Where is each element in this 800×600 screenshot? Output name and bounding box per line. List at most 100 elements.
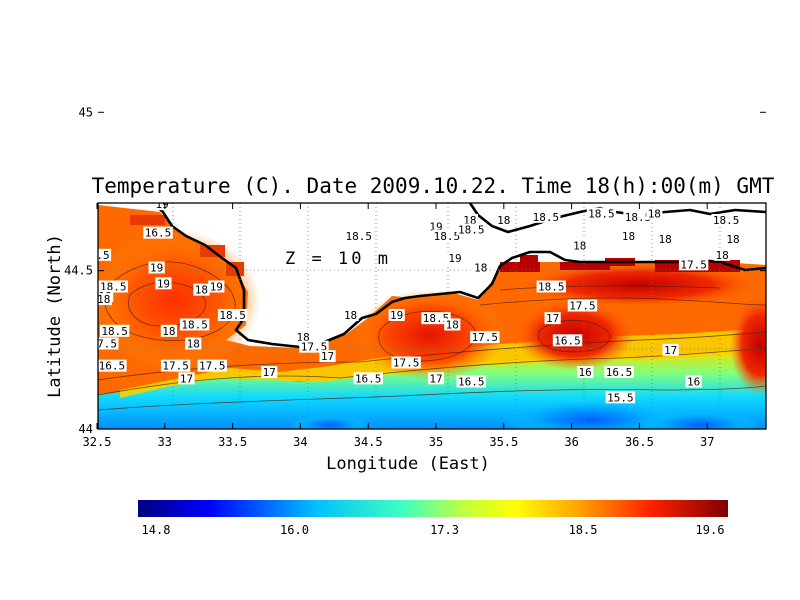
- x-tick-label: 36.5: [625, 435, 654, 449]
- contour-label-box: [571, 239, 588, 252]
- contour-label-text: 18: [446, 318, 459, 331]
- contour-label-box: [99, 324, 130, 337]
- contour-label-box: [160, 359, 191, 372]
- contour-label: 17.5: [470, 331, 500, 344]
- contour-label-text: 16.5: [99, 360, 126, 373]
- cold-spot-1: [500, 400, 680, 429]
- contour-label-text: 17.5: [199, 360, 226, 373]
- contour-label-text: 18: [162, 325, 175, 338]
- y-axis-label: Latitude (North): [45, 234, 65, 398]
- plot-frame: [97, 202, 767, 430]
- contour-label-text: 18.5: [345, 230, 372, 243]
- contour-label-text: 16: [687, 375, 700, 388]
- contour-label-box: [217, 308, 248, 321]
- contour-label: 16.5: [353, 372, 383, 385]
- contour-label: 17: [662, 343, 679, 357]
- contour-label-text: 18: [97, 293, 110, 306]
- contour-label-box: [344, 229, 374, 242]
- contour-label-box: [646, 207, 663, 220]
- contour-label-box: [620, 229, 637, 242]
- contour-label: 18.5: [711, 213, 741, 227]
- contour-label-box: [153, 203, 171, 211]
- contour-label: 18: [646, 207, 663, 221]
- contour-label: 18.5: [99, 324, 130, 338]
- contour-label-text: 18: [659, 233, 672, 246]
- contour-label: 16.5: [143, 226, 173, 240]
- contour-label-text: 17.5: [91, 337, 118, 350]
- contour-label-box: [495, 213, 512, 226]
- contour-label-text: 18.5: [458, 223, 485, 236]
- contour-label-box: [623, 210, 653, 223]
- contour-label: 18.5: [179, 318, 210, 331]
- contour-label: 17.5: [91, 337, 119, 350]
- y-axis-ticks: 44 44.5 45: [64, 105, 766, 436]
- contour-label: 18.5: [432, 229, 462, 243]
- contour-label-text: 19: [155, 198, 168, 211]
- contour-label: 17.5: [160, 359, 191, 373]
- contour-label-text: 19: [448, 252, 461, 265]
- y-tick-label: 45: [79, 105, 93, 119]
- contour-label-box: [299, 340, 329, 353]
- contour-label-box: [208, 280, 225, 293]
- contour-label-box: [98, 248, 112, 261]
- contour-label-box: [427, 220, 445, 233]
- x-tick-label: 35.5: [489, 435, 518, 449]
- eddy-north-east: [520, 263, 760, 307]
- contour-label: 18.5: [536, 280, 566, 293]
- contour-label-box: [456, 375, 486, 388]
- contour-label-box: [552, 334, 583, 347]
- contour-label-box: [444, 318, 461, 331]
- x-tick-label: 33.5: [218, 435, 247, 449]
- contour-label-text: 18.5: [423, 312, 450, 325]
- contour-label-text: 18.5: [434, 230, 461, 243]
- contour-label: 16: [577, 365, 594, 379]
- contour-label-text: 17: [429, 372, 442, 385]
- contour-label-box: [427, 372, 445, 385]
- contour-label-box: [98, 280, 128, 293]
- eddy-far-east: [730, 295, 766, 395]
- contour-label-text: 16.5: [554, 334, 581, 347]
- contour-label: 16: [685, 375, 702, 388]
- contour-label-text: 18.5: [219, 309, 246, 322]
- contour-label-text: 19.5: [599, 157, 626, 170]
- contour-label-text: 18: [195, 284, 208, 297]
- contour-label-text: 18: [474, 261, 487, 274]
- contour-label: 18: [97, 293, 112, 306]
- contour-label: 18.5: [344, 229, 374, 243]
- contour-label-box: [577, 365, 594, 378]
- contour-label-box: [388, 308, 405, 321]
- contour-label: 18: [185, 337, 202, 350]
- contour-label-box: [536, 280, 566, 293]
- contour-label-box: [193, 283, 210, 296]
- contour-label-text: 17.5: [162, 360, 189, 373]
- contour-label-text: 17: [546, 312, 559, 325]
- contour-label: 18: [724, 232, 742, 246]
- contour-label-text: 18: [715, 249, 728, 262]
- contour-label-box: [598, 157, 627, 169]
- contour-label: 16.5: [552, 334, 583, 347]
- contour-label-text: 16.5: [606, 366, 633, 379]
- contour-label: 19: [446, 251, 464, 265]
- x-axis-ticks: 32.5 33 33.5 34 34.5 35 35.5 36 36.5 37: [83, 203, 714, 449]
- contour-label-box: [470, 331, 500, 344]
- contour-label: 18: [193, 283, 210, 297]
- colorbar: [138, 500, 728, 517]
- contour-label: 18.5: [531, 210, 561, 224]
- contour-label-box: [148, 261, 165, 274]
- contour-label-text: 15.5: [607, 391, 634, 404]
- contour-label: 19: [388, 308, 405, 322]
- contour-label-text: 18: [187, 337, 200, 350]
- contour-label: 16.5: [456, 375, 486, 388]
- contour-label-box: [714, 248, 731, 261]
- contour-label-box: [179, 318, 210, 331]
- contour-label-box: [421, 312, 451, 325]
- contour-label-box: [143, 226, 173, 239]
- contour-label: 18: [571, 239, 588, 252]
- contour-label-text: 19: [210, 280, 223, 293]
- contour-label-box: [185, 337, 202, 350]
- contour-label: 18: [342, 308, 359, 322]
- colorbar-tick-labels: 14.8 16.0 17.3 18.5 19.6: [142, 523, 725, 537]
- contour-label-box: [604, 365, 634, 378]
- cold-spot-2: [640, 411, 760, 429]
